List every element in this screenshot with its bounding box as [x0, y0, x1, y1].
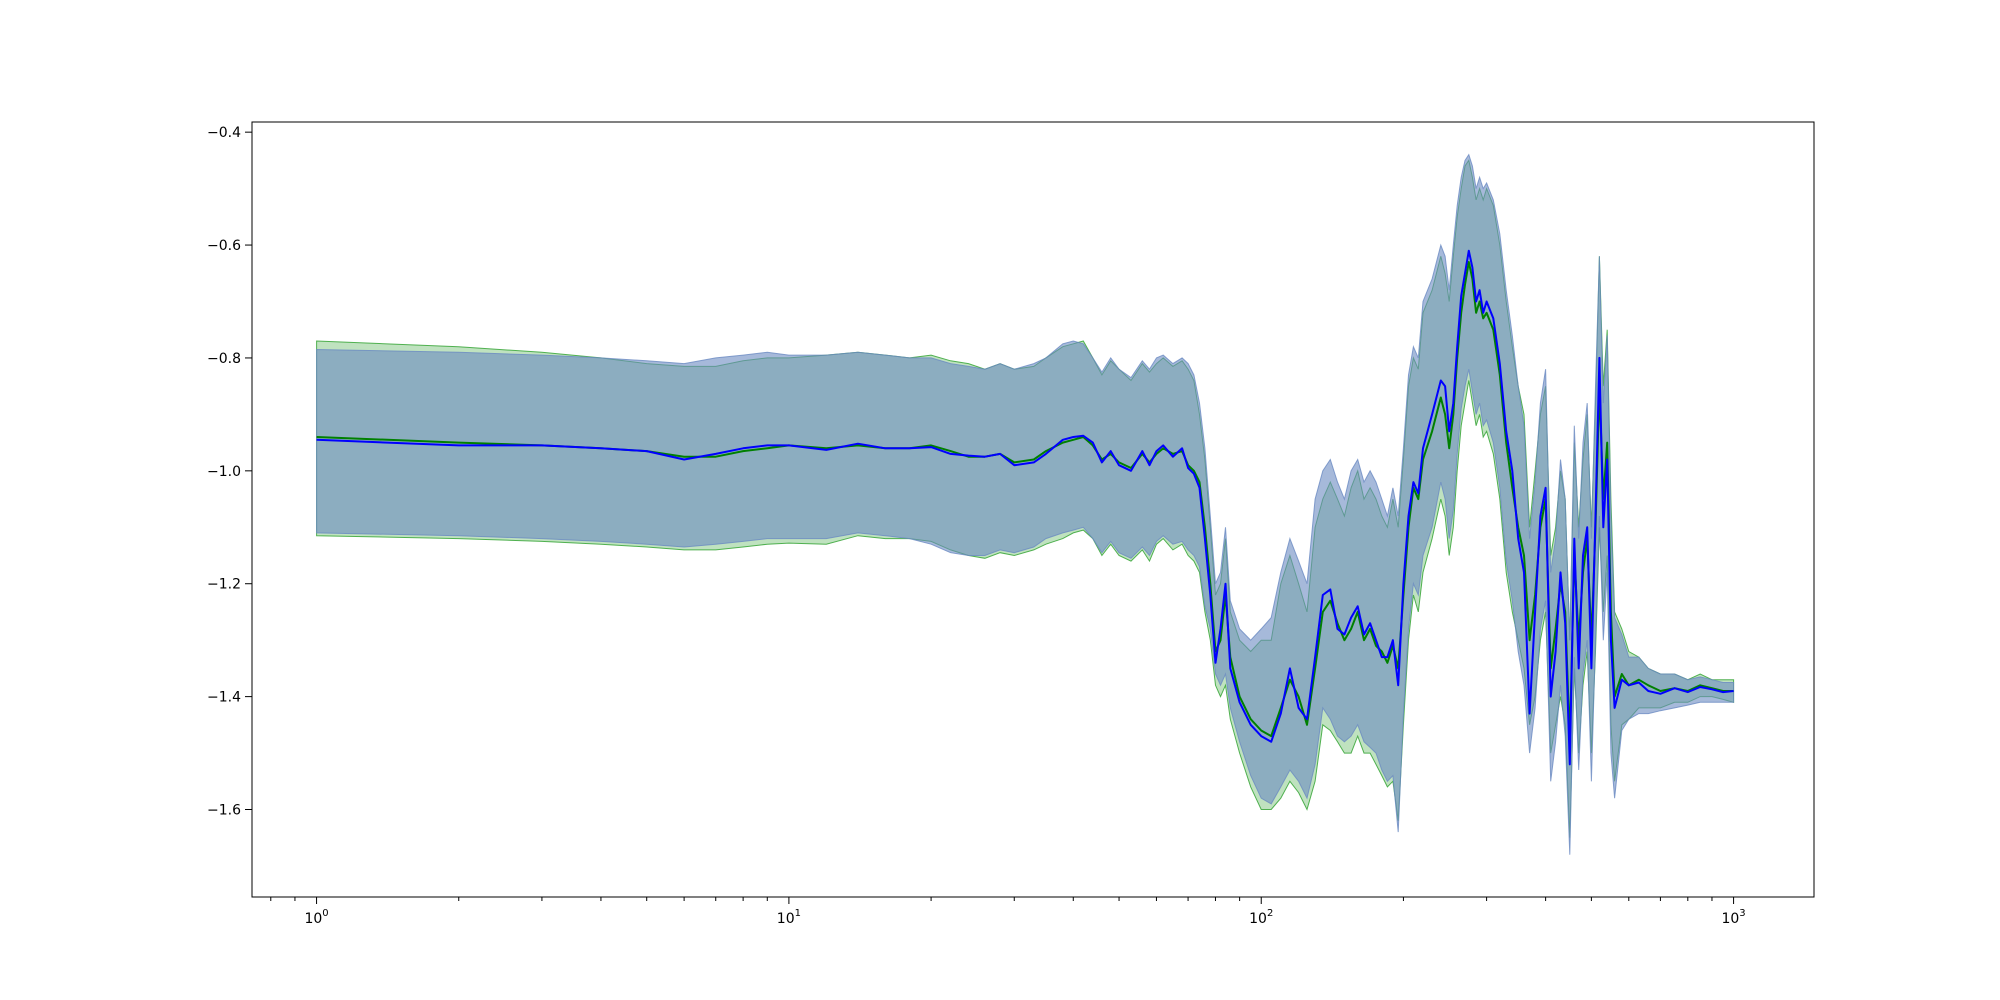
- x-tick-label: 103: [1721, 908, 1745, 927]
- series-lines: [316, 249, 1734, 766]
- series-1-band: [316, 153, 1735, 855]
- confidence-bands: [316, 153, 1735, 855]
- x-tick-label: 101: [777, 908, 801, 927]
- y-tick-label: −1.6: [207, 803, 241, 819]
- y-tick-label: −1.4: [207, 690, 241, 706]
- x-axis: 100 101 102 103: [270, 897, 1746, 927]
- x-tick-label: 102: [1249, 908, 1273, 927]
- y-tick-label: −1.2: [207, 577, 241, 593]
- y-axis: −0.4 −0.6 −0.8 −1.0 −1.2 −1.4 −1.6: [207, 125, 252, 819]
- y-tick-label: −0.8: [207, 351, 241, 367]
- plot-frame: [251, 121, 1815, 898]
- series-1-line: [316, 249, 1734, 766]
- y-tick-label: −0.6: [207, 238, 241, 254]
- y-tick-label: −1.0: [207, 464, 241, 480]
- x-tick-label: 100: [304, 908, 328, 927]
- y-tick-label: −0.4: [207, 125, 241, 141]
